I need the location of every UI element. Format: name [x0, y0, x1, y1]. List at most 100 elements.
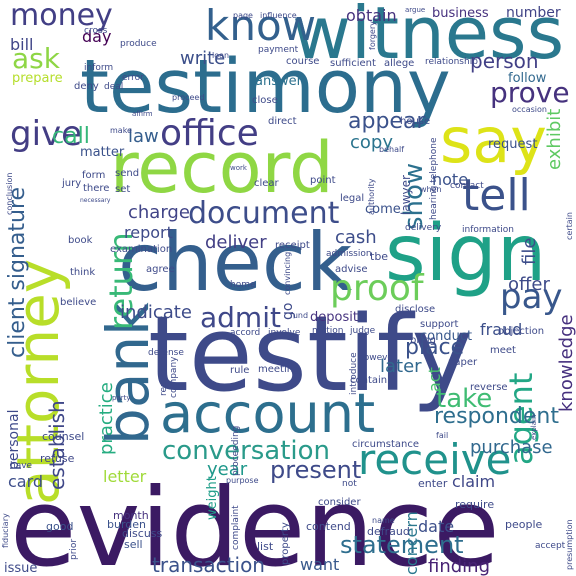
word-reverse: reverse: [470, 382, 508, 393]
word-course: course: [286, 56, 319, 67]
word-introduce: introduce: [349, 352, 359, 395]
word-call: call: [52, 124, 90, 149]
word-matter: matter: [80, 145, 125, 160]
word-list: list: [257, 540, 274, 553]
word-finding: finding: [428, 556, 490, 576]
word-presumption: presumption: [565, 519, 574, 570]
word-offer: offer: [508, 274, 550, 295]
word-issue: issue: [4, 561, 37, 576]
word-conduct: conduct: [420, 329, 472, 344]
word-explain: explain: [530, 415, 538, 440]
word-prior: prior: [69, 539, 79, 560]
word-inform: inform: [84, 63, 113, 73]
word-practice: practice: [96, 382, 117, 455]
word-appear: appear: [348, 109, 426, 134]
word-page: page: [233, 11, 253, 20]
word-set: set: [115, 184, 130, 195]
word-card: card: [8, 472, 43, 491]
word-ask: ask: [12, 42, 61, 75]
word-testify: testify: [148, 293, 473, 415]
word-motion: motion: [312, 326, 344, 336]
word-agree: agree: [146, 264, 175, 275]
word-cross: cross: [84, 26, 108, 36]
word-letter: letter: [103, 467, 147, 486]
word-lawyer: lawyer: [399, 175, 413, 215]
word-obtain: obtain: [346, 6, 397, 25]
word-paper: paper: [448, 357, 478, 368]
word-establish: establish: [45, 400, 69, 490]
word-deposit: deposit: [310, 310, 358, 325]
word-house: house: [400, 116, 430, 127]
word-necessary: necessary: [80, 197, 111, 204]
word-clear: clear: [254, 178, 280, 189]
word-contact: contact: [450, 181, 484, 191]
word-argue: argue: [405, 6, 425, 14]
word-accord: accord: [230, 328, 260, 338]
word-purchase: purchase: [470, 437, 553, 458]
word-prepare: prepare: [12, 71, 63, 86]
word-account: account: [160, 382, 375, 445]
word-check: check: [118, 216, 353, 309]
word-consider: consider: [318, 497, 361, 508]
word-sell: sell: [124, 538, 143, 551]
word-error: error: [122, 73, 144, 83]
word-convincing: convincing: [283, 252, 292, 295]
word-conclusion: conclusion: [5, 173, 14, 215]
word-affirm: affirm: [132, 110, 153, 118]
word-complaint: complaint: [231, 505, 241, 550]
word-statement: statement: [340, 531, 464, 559]
word-day: day: [82, 27, 111, 46]
word-information: information: [462, 225, 514, 235]
word-jury: jury: [61, 178, 81, 189]
word-when: when: [420, 185, 442, 194]
word-fail: fail: [436, 431, 448, 440]
word-disclose: disclose: [395, 304, 435, 315]
word-office: office: [160, 113, 259, 154]
word-work: work: [230, 164, 248, 172]
word-transaction: transaction: [152, 553, 265, 576]
word-advise: advise: [335, 264, 368, 275]
word-produce: produce: [120, 39, 157, 49]
word-not: not: [342, 479, 357, 489]
word-proceed: proceed: [172, 93, 204, 102]
word-document: document: [188, 196, 340, 231]
word-burden: burden: [107, 518, 146, 531]
word-law: law: [128, 126, 159, 147]
word-tbe: tbe: [370, 250, 388, 263]
word-represent: represent: [159, 352, 169, 396]
word-defraud: defraud: [367, 525, 410, 538]
word-proof: proof: [330, 268, 425, 309]
word-evidence: evidence: [10, 466, 500, 576]
word-person: person: [470, 49, 539, 73]
word-defense: defense: [148, 348, 184, 358]
word-cash: cash: [335, 227, 377, 248]
word-write: write: [180, 48, 225, 69]
word-refuse: refuse: [40, 452, 75, 465]
word-record: record: [110, 127, 334, 209]
word-think: think: [70, 267, 95, 278]
word-weight: weight: [205, 476, 220, 520]
word-require: require: [455, 498, 494, 511]
word-business: business: [432, 6, 489, 21]
word-month: month: [113, 509, 149, 522]
word-attorney: attorney: [4, 259, 72, 505]
word-say: say: [440, 104, 547, 177]
word-respondent: respondent: [434, 404, 559, 429]
word-return: return: [102, 232, 140, 330]
word-loan: loan: [212, 51, 229, 60]
word-tell: tell: [462, 170, 531, 221]
word-company: company: [169, 356, 179, 398]
word-contend: contend: [306, 520, 351, 533]
word-present: present: [270, 456, 361, 484]
word-know: know: [205, 1, 316, 50]
word-sufficient: sufficient: [330, 58, 376, 69]
word-make: make: [110, 126, 132, 135]
word-sign: sign: [385, 209, 546, 299]
word-give: give: [10, 114, 82, 154]
word-knowledge: knowledge: [556, 314, 576, 412]
word-people: people: [505, 518, 543, 531]
word-report: report: [124, 223, 173, 242]
word-certain: certain: [565, 212, 574, 240]
